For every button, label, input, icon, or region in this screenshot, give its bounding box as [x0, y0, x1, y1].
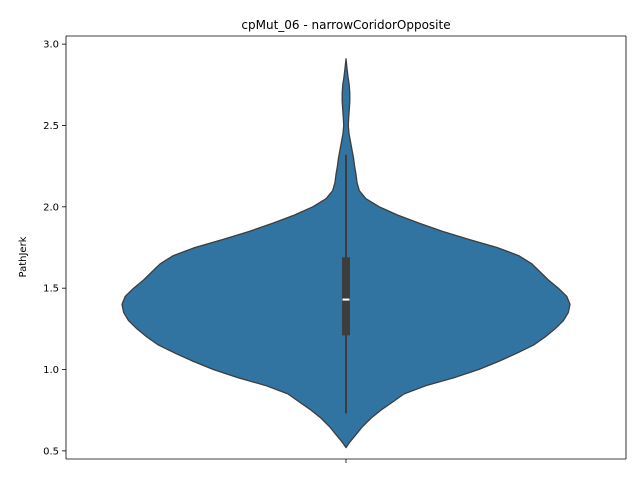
axes: 0.5 1.0 1.5 2.0 2.5 3.0 — [43, 35, 627, 463]
y-tick-label: 1.0 — [43, 365, 59, 376]
y-tick-label: 3.0 — [43, 40, 59, 51]
y-axis-label: PathJerk — [18, 236, 29, 277]
iqr-box — [342, 257, 350, 336]
y-tick-label: 1.5 — [43, 284, 59, 295]
chart-title: cpMut_06 - narrowCoridorOpposite — [241, 18, 450, 32]
y-tick-label: 2.0 — [43, 202, 59, 213]
y-tick-label: 0.5 — [43, 446, 59, 457]
y-tick-label: 2.5 — [43, 121, 59, 132]
plot-area — [121, 58, 571, 449]
